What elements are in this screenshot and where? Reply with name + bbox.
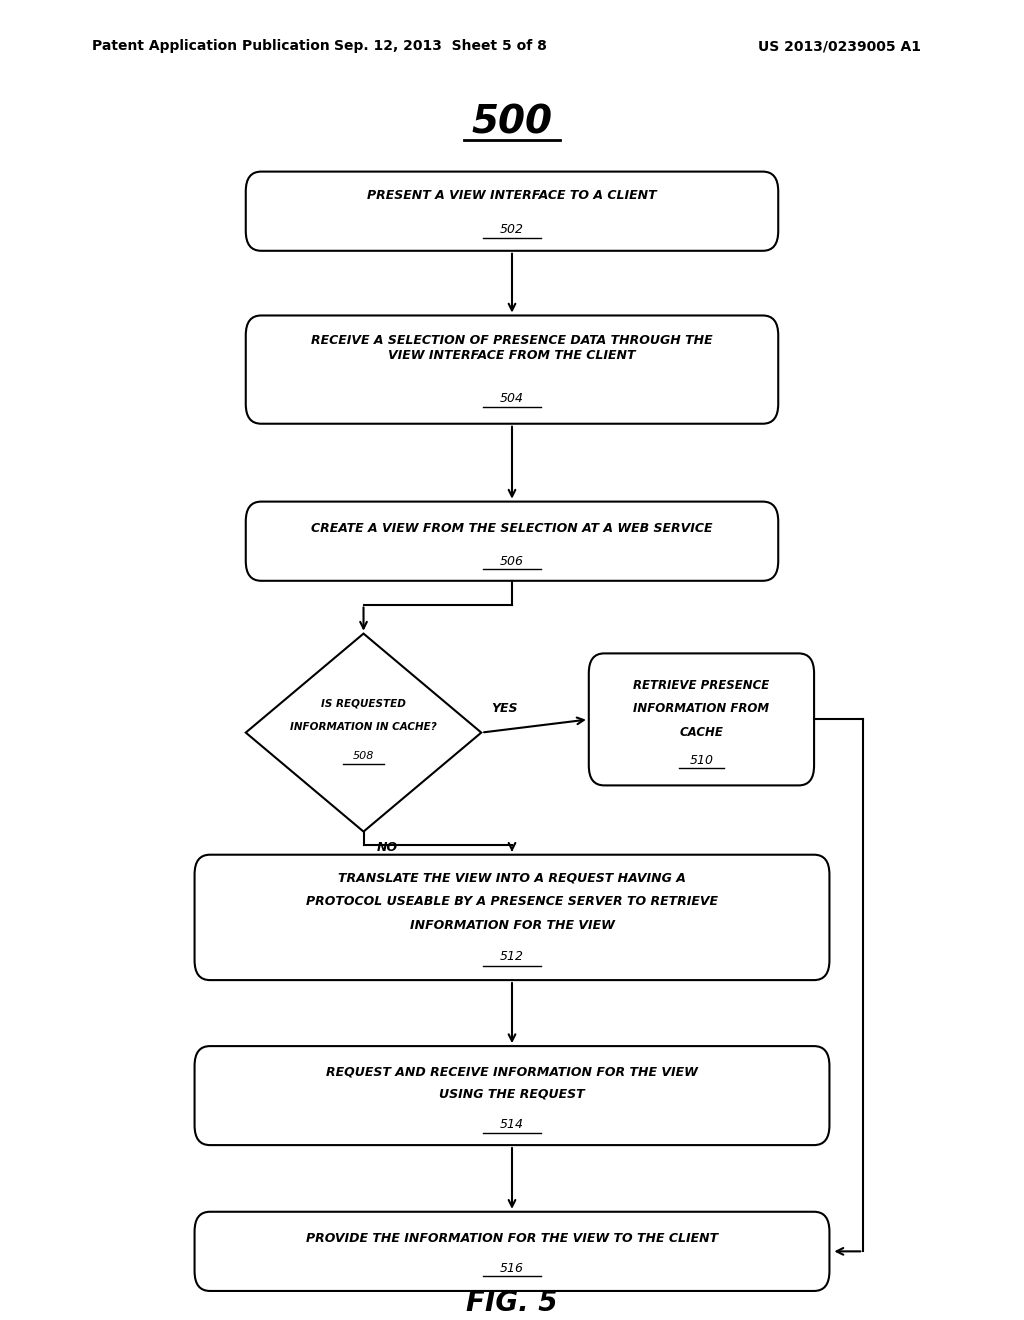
FancyBboxPatch shape — [589, 653, 814, 785]
Text: PROTOCOL USEABLE BY A PRESENCE SERVER TO RETRIEVE: PROTOCOL USEABLE BY A PRESENCE SERVER TO… — [306, 895, 718, 908]
Polygon shape — [246, 634, 481, 832]
Text: PROVIDE THE INFORMATION FOR THE VIEW TO THE CLIENT: PROVIDE THE INFORMATION FOR THE VIEW TO … — [306, 1232, 718, 1245]
Text: 504: 504 — [500, 392, 524, 405]
Text: US 2013/0239005 A1: US 2013/0239005 A1 — [758, 40, 922, 53]
Text: TRANSLATE THE VIEW INTO A REQUEST HAVING A: TRANSLATE THE VIEW INTO A REQUEST HAVING… — [338, 871, 686, 884]
Text: PRESENT A VIEW INTERFACE TO A CLIENT: PRESENT A VIEW INTERFACE TO A CLIENT — [368, 189, 656, 202]
Text: RECEIVE A SELECTION OF PRESENCE DATA THROUGH THE
VIEW INTERFACE FROM THE CLIENT: RECEIVE A SELECTION OF PRESENCE DATA THR… — [311, 334, 713, 363]
Text: YES: YES — [492, 702, 518, 715]
Text: INFORMATION FROM: INFORMATION FROM — [634, 702, 769, 715]
Text: 506: 506 — [500, 554, 524, 568]
FancyBboxPatch shape — [195, 1212, 829, 1291]
Text: INFORMATION IN CACHE?: INFORMATION IN CACHE? — [290, 722, 437, 733]
Text: Sep. 12, 2013  Sheet 5 of 8: Sep. 12, 2013 Sheet 5 of 8 — [334, 40, 547, 53]
FancyBboxPatch shape — [246, 315, 778, 424]
Text: RETRIEVE PRESENCE: RETRIEVE PRESENCE — [633, 678, 770, 692]
Text: NO: NO — [377, 841, 398, 854]
Text: 516: 516 — [500, 1262, 524, 1275]
Text: 514: 514 — [500, 1118, 524, 1131]
Text: 512: 512 — [500, 950, 524, 964]
Text: INFORMATION FOR THE VIEW: INFORMATION FOR THE VIEW — [410, 919, 614, 932]
Text: USING THE REQUEST: USING THE REQUEST — [439, 1088, 585, 1101]
Text: 508: 508 — [353, 751, 374, 762]
Text: 500: 500 — [471, 104, 553, 141]
FancyBboxPatch shape — [195, 855, 829, 979]
Text: IS REQUESTED: IS REQUESTED — [322, 698, 406, 709]
Text: CREATE A VIEW FROM THE SELECTION AT A WEB SERVICE: CREATE A VIEW FROM THE SELECTION AT A WE… — [311, 521, 713, 535]
Text: 502: 502 — [500, 223, 524, 236]
Text: CACHE: CACHE — [680, 726, 723, 739]
FancyBboxPatch shape — [195, 1045, 829, 1144]
FancyBboxPatch shape — [246, 172, 778, 251]
Text: 510: 510 — [689, 754, 714, 767]
Text: FIG. 5: FIG. 5 — [466, 1288, 558, 1317]
Text: REQUEST AND RECEIVE INFORMATION FOR THE VIEW: REQUEST AND RECEIVE INFORMATION FOR THE … — [326, 1065, 698, 1078]
FancyBboxPatch shape — [246, 502, 778, 581]
Text: Patent Application Publication: Patent Application Publication — [92, 40, 330, 53]
